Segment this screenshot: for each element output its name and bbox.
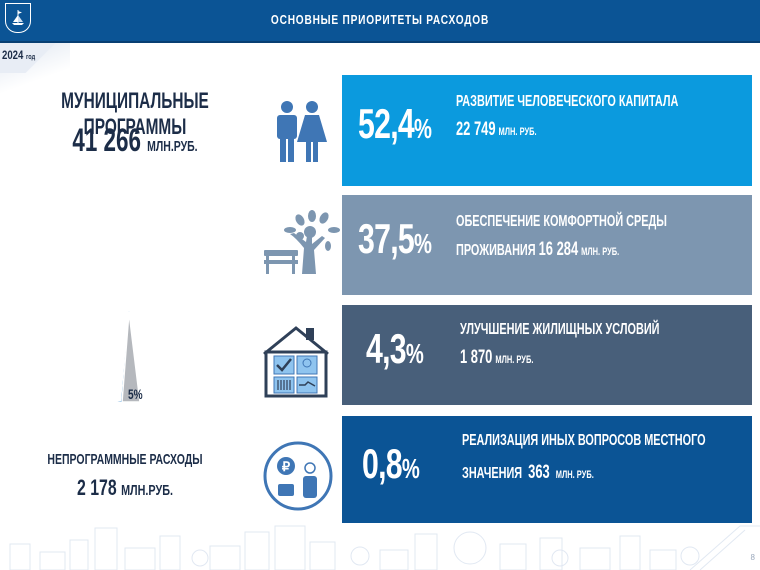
pie-chart xyxy=(117,311,141,402)
page-title: ОСНОВНЫЕ ПРИОРИТЕТЫ РАСХОДОВ xyxy=(270,12,490,27)
card-percent: 37,5% xyxy=(358,215,432,262)
card-percent: 4,3% xyxy=(366,325,424,372)
card-title: УЛУЧШЕНИЕ ЖИЛИЩНЫХ УСЛОВИЙ xyxy=(460,321,660,338)
card-percent: 52,4% xyxy=(358,100,432,147)
card-title: РЕАЛИЗАЦИЯ ИНЫХ ВОПРОСОВ МЕСТНОГО xyxy=(462,432,706,449)
card-amount: ПРОЖИВАНИЯ 16 284 МЛН. РУБ. xyxy=(456,239,620,260)
card-human-capital: 52,4% РАЗВИТИЕ ЧЕЛОВЕЧЕСКОГО КАПИТАЛА 22… xyxy=(342,75,752,186)
card-amount: 1 870 МЛН. РУБ. xyxy=(460,347,534,368)
year-band xyxy=(0,43,80,73)
municipal-programs-title: МУНИЦИПАЛЬНЫЕ ПРОГРАММЫ xyxy=(61,88,209,139)
city-skyline-decoration xyxy=(9,525,760,570)
non-program-amount: 2 178 МЛН.РУБ. xyxy=(77,475,173,500)
card-housing-conditions: 4,3% УЛУЧШЕНИЕ ЖИЛИЩНЫХ УСЛОВИЙ 1 870 МЛ… xyxy=(342,305,752,405)
card-other-local-issues: 0,8% РЕАЛИЗАЦИЯ ИНЫХ ВОПРОСОВ МЕСТНОГО З… xyxy=(342,416,752,523)
municipal-programs-amount: 41 266 МЛН.РУБ. xyxy=(72,122,198,158)
pie-label-non-program: 5% xyxy=(128,386,143,402)
house-utilities-icon xyxy=(263,326,329,398)
card-comfortable-environment: 37,5% ОБЕСПЕЧЕНИЕ КОМФОРТНОЙ СРЕДЫ ПРОЖИ… xyxy=(342,195,752,295)
card-amount: ЗНАЧЕНИЯ 363 МЛН. РУБ. xyxy=(462,462,594,483)
tree-bench-icon xyxy=(264,210,340,274)
card-percent: 0,8% xyxy=(362,440,420,487)
non-program-title: НЕПРОГРАММНЫЕ РАСХОДЫ xyxy=(47,451,203,468)
pie-slice-non-program xyxy=(121,311,141,402)
card-amount: 22 749 МЛН. РУБ. xyxy=(456,119,537,140)
svg-text:₽: ₽ xyxy=(282,459,291,474)
pie-label-programs: 95% xyxy=(100,256,152,297)
header-bar: ОСНОВНЫЕ ПРИОРИТЕТЫ РАСХОДОВ xyxy=(0,0,760,43)
page-number: 8 xyxy=(750,553,755,562)
coat-of-arms-icon xyxy=(5,3,31,33)
card-title: ОБЕСПЕЧЕНИЕ КОМФОРТНОЙ СРЕДЫ xyxy=(456,213,667,230)
man-woman-icon xyxy=(277,101,327,162)
year-label: 2024 год xyxy=(2,48,36,62)
ruble-businessman-icon: ₽ xyxy=(263,441,333,511)
card-title: РАЗВИТИЕ ЧЕЛОВЕЧЕСКОГО КАПИТАЛА xyxy=(456,93,679,110)
